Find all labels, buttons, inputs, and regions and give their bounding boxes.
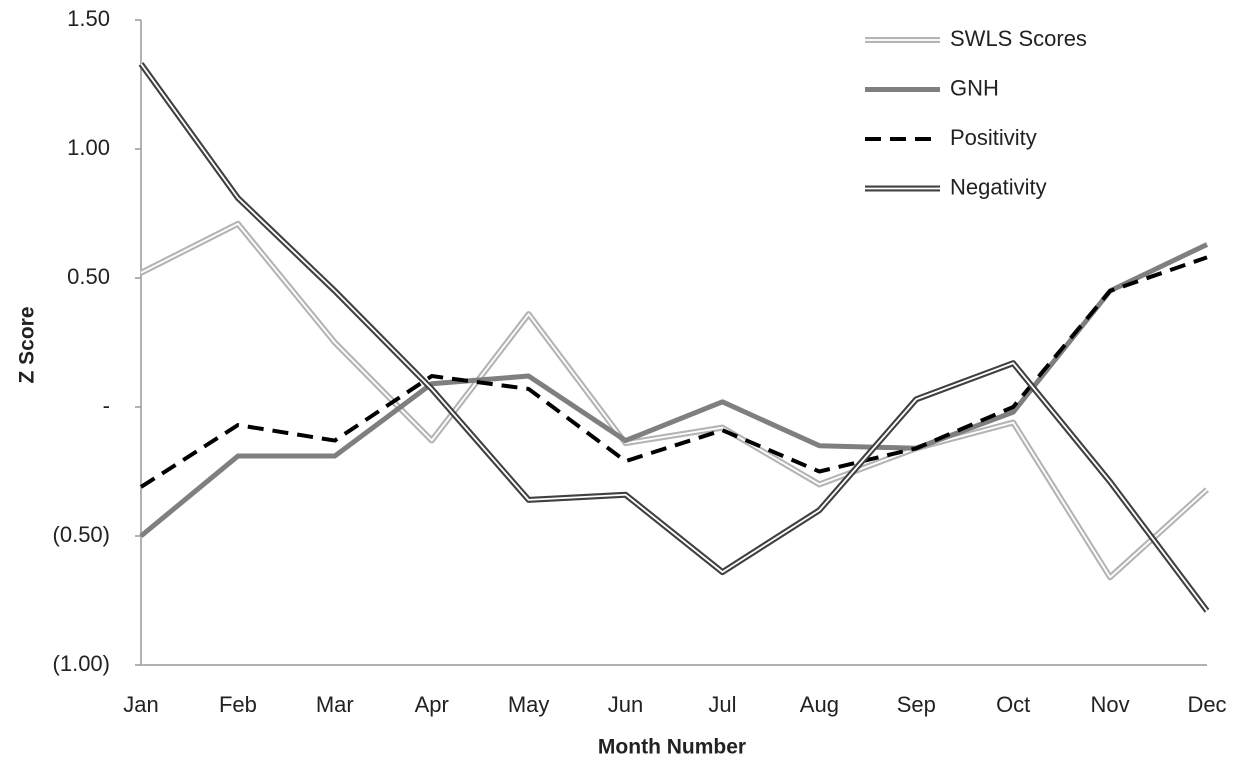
x-tick-label: Dec — [1187, 692, 1226, 717]
x-tick-label: Jul — [708, 692, 736, 717]
y-tick-label: 0.50 — [67, 264, 110, 289]
line — [139, 242, 1209, 538]
x-tick-label: Jun — [608, 692, 643, 717]
x-tick-label: Oct — [996, 692, 1030, 717]
legend-label: GNH — [950, 75, 999, 100]
y-axis-title: Z Score — [16, 306, 39, 383]
x-tick-label: Feb — [219, 692, 257, 717]
x-tick-label: May — [508, 692, 550, 717]
x-tick-label: Aug — [800, 692, 839, 717]
legend-label: Positivity — [950, 125, 1037, 150]
x-tick-label: Nov — [1091, 692, 1130, 717]
y-tick-label: - — [103, 393, 110, 418]
x-tick-label: Apr — [415, 692, 449, 717]
y-tick-label: (0.50) — [53, 522, 110, 547]
y-tick-label: 1.00 — [67, 135, 110, 160]
line — [138, 62, 1210, 613]
line-inner — [140, 222, 1208, 579]
x-axis-title: Month Number — [598, 736, 746, 759]
legend-label: SWLS Scores — [950, 26, 1087, 51]
y-tick-label: 1.50 — [67, 6, 110, 31]
legend-label: Negativity — [950, 174, 1047, 199]
y-tick-label: (1.00) — [53, 651, 110, 676]
x-tick-label: Mar — [316, 692, 354, 717]
line-inner — [140, 63, 1208, 612]
x-tick-label: Sep — [897, 692, 936, 717]
x-tick-label: Jan — [123, 692, 158, 717]
